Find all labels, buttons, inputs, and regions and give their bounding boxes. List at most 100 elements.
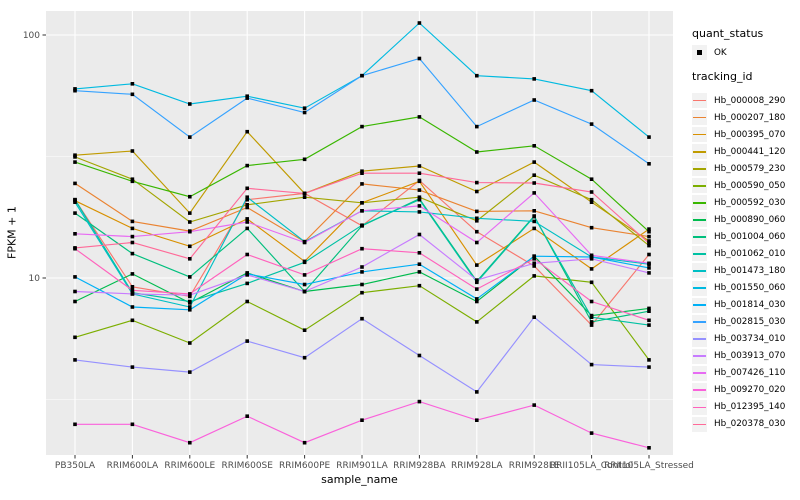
data-point (245, 197, 249, 202)
data-point (589, 315, 594, 319)
data-point (475, 189, 479, 194)
data-point (245, 96, 249, 100)
data-point (589, 431, 594, 435)
x-tick-label: RRIM600PE (279, 461, 331, 471)
data-point (532, 209, 536, 213)
data-point (589, 190, 594, 194)
legend-item-label: Hb_003913_070 (714, 351, 786, 362)
data-point (73, 211, 77, 215)
data-point (589, 197, 594, 202)
data-point (360, 201, 364, 205)
data-point (73, 197, 77, 202)
data-point (245, 129, 249, 134)
data-point (532, 181, 536, 185)
legend-item-label: Hb_002815_030 (714, 317, 786, 328)
data-point (417, 399, 422, 404)
data-point (130, 234, 135, 239)
data-point (532, 214, 536, 219)
data-point (245, 226, 249, 231)
data-point (302, 240, 307, 245)
data-point (532, 160, 536, 164)
data-point (130, 92, 135, 97)
legend: quant_status OK tracking_id Hb_000008_29… (690, 0, 800, 500)
data-point (130, 226, 135, 231)
data-point (647, 306, 651, 311)
data-point (188, 305, 192, 309)
legend-key-box (692, 161, 707, 177)
data-point (647, 229, 651, 234)
legend-line-icon (693, 304, 706, 306)
data-point (475, 219, 479, 223)
data-point (188, 102, 192, 106)
data-point (245, 217, 249, 221)
legend-item-Hb_020378_030: Hb_020378_030 (692, 416, 785, 433)
data-point (130, 272, 135, 276)
legend-item-label: Hb_003734_010 (714, 334, 786, 345)
data-point (130, 292, 135, 296)
data-point (188, 229, 192, 234)
data-point (647, 266, 651, 270)
data-point (188, 299, 192, 304)
legend-key-box (692, 93, 707, 109)
legend-key-box (692, 110, 707, 126)
data-point (360, 290, 364, 295)
legend-line-icon (693, 355, 706, 358)
data-point (532, 261, 536, 266)
data-point (589, 299, 594, 304)
legend-item-label: Hb_012395_140 (714, 402, 786, 413)
data-point (417, 115, 422, 119)
data-point (589, 320, 594, 324)
data-point (647, 162, 651, 166)
data-point (360, 209, 364, 213)
data-point (245, 281, 249, 286)
data-point (475, 297, 479, 301)
data-point (475, 150, 479, 154)
data-point (475, 299, 479, 304)
data-point (130, 365, 135, 369)
data-point (360, 223, 364, 227)
x-tick-label: RRII105LA_Control (550, 461, 633, 471)
data-point (647, 252, 651, 257)
x-tick-label: RRIM600LA (107, 461, 159, 471)
data-point (532, 219, 536, 224)
data-point (188, 220, 192, 224)
legend-item-Hb_001062_010: Hb_001062_010 (692, 245, 785, 262)
legend-item-Hb_000592_030: Hb_000592_030 (692, 194, 785, 211)
data-point (647, 446, 651, 450)
data-point (188, 275, 192, 279)
x-tick-label: RRII105LA_Stressed (604, 461, 694, 471)
data-point (475, 240, 479, 245)
legend-item-label: Hb_001814_030 (714, 300, 786, 311)
data-point (302, 157, 307, 162)
legend-item-Hb_000579_230: Hb_000579_230 (692, 160, 785, 177)
legend-line-icon (693, 270, 706, 272)
legend-item-label: Hb_007426_110 (714, 368, 786, 379)
data-point (302, 195, 307, 199)
data-point (647, 309, 651, 313)
legend-item-Hb_007426_110: Hb_007426_110 (692, 365, 785, 382)
data-point (245, 205, 249, 210)
data-point (532, 226, 536, 231)
data-point (73, 87, 77, 91)
data-point (73, 422, 77, 427)
data-point (475, 73, 479, 78)
legend-line-icon (693, 236, 706, 238)
data-point (417, 171, 422, 175)
data-point (475, 320, 479, 324)
legend-item-label: Hb_001473_180 (714, 265, 786, 276)
data-point (647, 358, 651, 362)
data-point (245, 414, 249, 418)
data-point (360, 265, 364, 269)
data-point (532, 257, 536, 261)
legend-key-box (692, 297, 707, 313)
legend-line-icon (693, 184, 706, 187)
data-point (417, 188, 422, 192)
legend-item-ok: OK (692, 44, 727, 61)
data-point (130, 422, 135, 427)
data-point (73, 289, 77, 294)
data-point (130, 318, 135, 323)
data-point (245, 252, 249, 257)
legend-item-label: Hb_000592_030 (714, 197, 786, 208)
data-point (302, 289, 307, 294)
